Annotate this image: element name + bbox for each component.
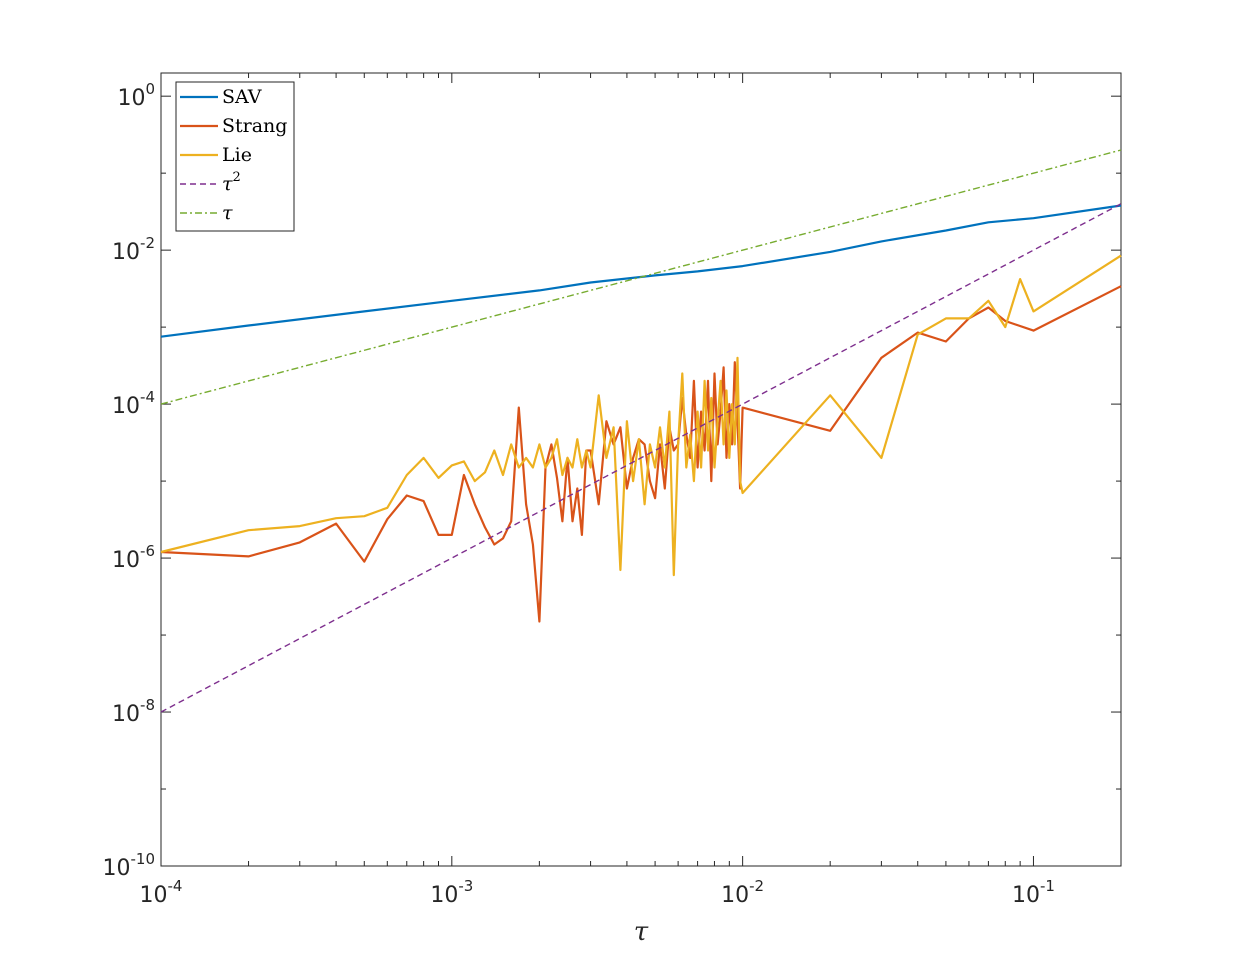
x-axis-label: τ — [634, 917, 649, 947]
legend-label: Strang — [222, 115, 287, 137]
legend-label: τ — [222, 202, 233, 224]
legend-label: Lie — [222, 144, 252, 166]
legend-label: SAV — [222, 86, 262, 108]
